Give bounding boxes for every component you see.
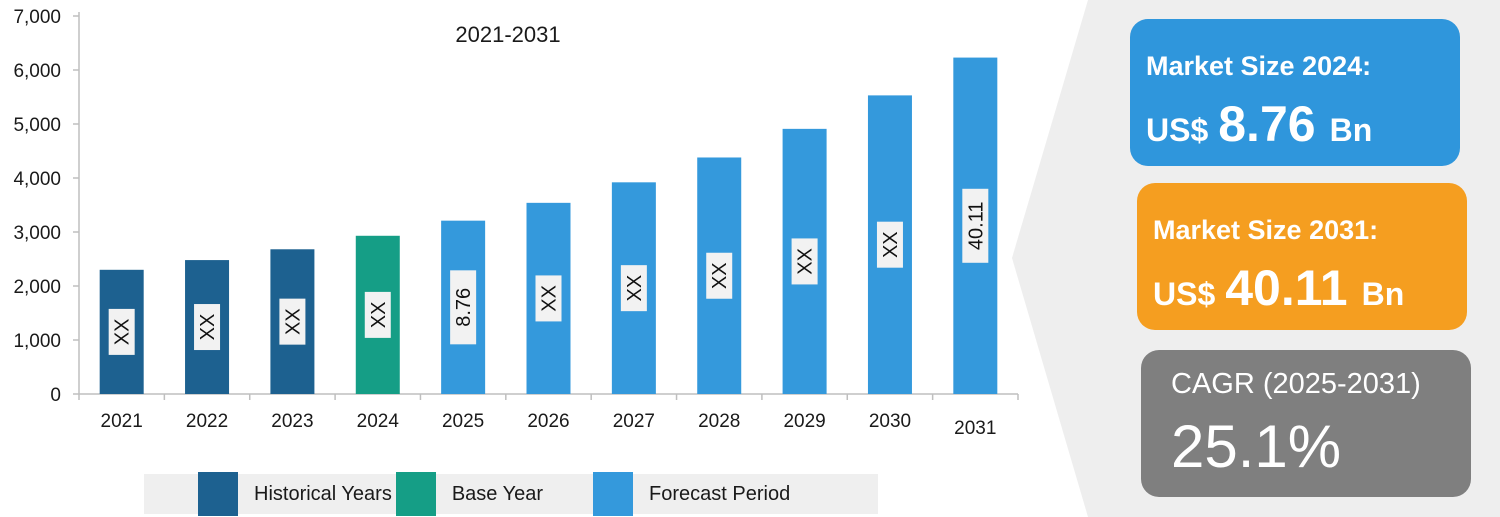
x-axis: 2021 2022 2023 2024 2025 2026 2027 2028 2029 2030… [78,393,1019,439]
market-size-2024-card: Market Size 2024: US$ 8.76 Bn [1130,19,1460,166]
bar-label-2024: XX [364,291,391,338]
y-tick-label: 7,000 [13,7,61,28]
bar-label-box [364,291,391,338]
x-tick-label: 2028 [698,411,740,432]
bar-label-2029: XX [791,238,818,285]
x-tick-label: 2029 [783,411,825,432]
bar-label-2025: 8.76 [450,270,477,345]
market-size-2031-unit: Bn [1361,276,1405,312]
cagr-title: CAGR (2025-2031) [1171,368,1421,400]
bar-labels-group: XX XX XX XX 8.76 XX XX XX XX XX 40.11 [108,188,989,355]
bar-label-2027: XX [620,265,647,312]
bar-label-2028: XX [706,252,733,299]
x-tick-label: 2022 [186,411,228,432]
bar-label-text: XX [709,262,731,289]
x-tick-label: 2024 [357,411,400,432]
bar-label-2031: 40.11 [962,188,989,263]
summary-panel: Market Size 2024: US$ 8.76 Bn Market Siz… [1012,0,1500,517]
y-tick-label: 2,000 [13,277,61,298]
bar-label-text: XX [624,275,646,302]
bar-label-text: XX [112,319,134,346]
y-tick-label: 1,000 [13,331,61,352]
market-size-2031-title: Market Size 2031: [1153,215,1379,245]
legend: Historical Years Base Year Forecast Peri… [144,472,878,516]
x-tick-label: 2030 [869,411,911,432]
legend-item-forecast: Forecast Period [593,472,791,516]
bar-label-text: 40.11 [965,202,987,251]
bar-label-box [194,304,221,351]
cagr-value: 25.1% [1171,413,1342,480]
market-size-2024-currency: US$ [1146,112,1209,148]
bar-label-box [535,275,562,322]
market-size-2031-currency: US$ [1153,276,1216,312]
bar-label-box [620,265,647,312]
bar-label-2021: XX [108,308,135,355]
legend-label-historical: Historical Years [254,482,392,505]
bar-label-box [962,188,989,263]
market-size-2031-value: 40.11 [1225,260,1348,316]
bar-label-box [279,298,306,345]
y-tick-label: 3,000 [13,223,61,244]
bar-label-box [108,308,135,355]
y-tick-label: 4,000 [13,169,61,190]
cagr-card: CAGR (2025-2031) 25.1% [1141,350,1471,497]
y-tick-label: 6,000 [13,61,61,82]
legend-item-historical: Historical Years [198,472,392,516]
bar-label-text: XX [880,231,902,258]
bar-label-text: XX [282,308,304,335]
bar-label-box [706,252,733,299]
bar-label-text: XX [795,248,817,275]
x-tick-label: 2023 [271,411,313,432]
legend-swatch-base [395,472,436,516]
bar-label-2030: XX [876,221,903,268]
bar-label-2023: XX [279,298,306,345]
bar-label-2026: XX [535,275,562,322]
bar-label-box [450,270,477,345]
x-tick-label: 2027 [613,411,655,432]
y-tick-label: 5,000 [13,115,61,136]
bar-label-text: XX [197,314,219,341]
x-tick-label: 2025 [442,411,484,432]
market-size-2024-value-row: US$ 8.76 Bn [1146,95,1372,153]
bar-label-text: 8.76 [453,288,475,327]
market-size-2031-value-row: US$ 40.11 Bn [1153,259,1404,317]
legend-swatch-forecast [593,472,634,516]
x-tick-label: 2026 [527,411,569,432]
x-tick-label: 2021 [101,411,143,432]
legend-swatch-historical [198,472,238,516]
y-axis: 0 1,000 2,000 3,000 4,000 5,000 6,000 7,000 [13,7,80,406]
legend-item-base: Base Year [395,472,544,516]
bar-label-text: XX [539,285,561,312]
market-size-2024-title: Market Size 2024: [1146,51,1372,81]
market-size-2024-unit: Bn [1329,112,1373,148]
bar-label-box [876,221,903,268]
chart-title: 2021-2031 [455,22,560,47]
market-size-chart: 0 1,000 2,000 3,000 4,000 5,000 6,000 7,000 202… [13,7,1019,516]
bar-label-box [791,238,818,285]
market-size-2024-value: 8.76 [1218,96,1316,152]
chart-svg: 0 1,000 2,000 3,000 4,000 5,000 6,000 7,000 202… [13,7,1019,439]
bar-label-2022: XX [194,304,221,351]
legend-label-base: Base Year [451,482,544,505]
bar-label-text: XX [368,302,390,329]
x-tick-label: 2031 [954,418,996,439]
legend-label-forecast: Forecast Period [649,482,791,505]
market-size-2031-card: Market Size 2031: US$ 40.11 Bn [1137,183,1467,330]
y-tick-label: 0 [50,385,61,406]
bars-group [99,57,998,395]
